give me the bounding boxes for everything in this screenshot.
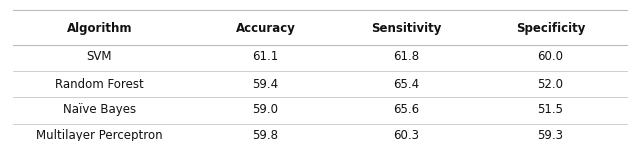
Text: Sensitivity: Sensitivity bbox=[371, 22, 442, 35]
Text: Accuracy: Accuracy bbox=[236, 22, 296, 35]
Text: Specificity: Specificity bbox=[516, 22, 585, 35]
Text: Multilayer Perceptron: Multilayer Perceptron bbox=[36, 129, 163, 141]
Text: Algorithm: Algorithm bbox=[67, 22, 132, 35]
Text: 60.3: 60.3 bbox=[394, 129, 419, 141]
Text: 59.8: 59.8 bbox=[253, 129, 278, 141]
Text: 51.5: 51.5 bbox=[538, 103, 563, 116]
Text: 65.6: 65.6 bbox=[394, 103, 419, 116]
Text: 59.4: 59.4 bbox=[253, 78, 278, 91]
Text: 61.1: 61.1 bbox=[252, 50, 279, 63]
Text: Naïve Bayes: Naïve Bayes bbox=[63, 103, 136, 116]
Text: SVM: SVM bbox=[86, 50, 112, 63]
Text: 59.3: 59.3 bbox=[538, 129, 563, 141]
Text: Random Forest: Random Forest bbox=[55, 78, 143, 91]
Text: 59.0: 59.0 bbox=[253, 103, 278, 116]
Text: 60.0: 60.0 bbox=[538, 50, 563, 63]
Text: 61.8: 61.8 bbox=[394, 50, 419, 63]
Text: 52.0: 52.0 bbox=[538, 78, 563, 91]
Text: 65.4: 65.4 bbox=[394, 78, 419, 91]
